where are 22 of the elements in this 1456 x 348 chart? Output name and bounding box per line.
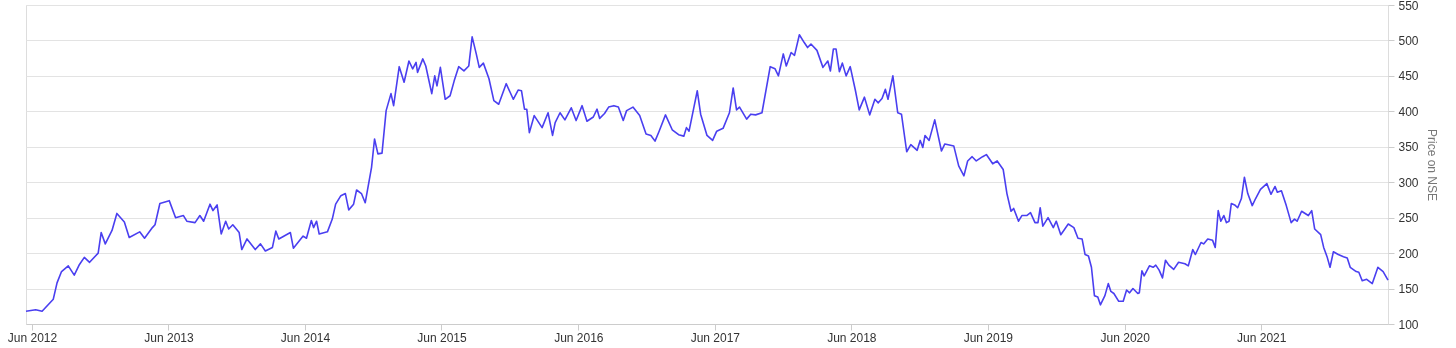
y-tick-label: 350 bbox=[1398, 140, 1419, 155]
x-tick-label: Jun 2020 bbox=[1100, 330, 1151, 345]
y-tick-label: 200 bbox=[1398, 246, 1419, 261]
x-tick-label: Jun 2012 bbox=[7, 330, 58, 345]
x-tick-label: Jun 2018 bbox=[827, 330, 877, 345]
y-tick-label: 550 bbox=[1398, 0, 1419, 13]
y-tick-label: 400 bbox=[1398, 104, 1419, 119]
y-tick-label: 150 bbox=[1398, 282, 1419, 297]
y-tick-label: 300 bbox=[1398, 175, 1419, 190]
x-tick-label: Jun 2016 bbox=[554, 330, 604, 345]
y-tick-label: 450 bbox=[1398, 69, 1419, 84]
x-tick-label: Jun 2021 bbox=[1237, 330, 1287, 345]
x-tick-label: Jun 2013 bbox=[144, 330, 194, 345]
line-series bbox=[25, 33, 1389, 313]
y-tick-label: 500 bbox=[1398, 33, 1419, 48]
y-tick-label: 100 bbox=[1398, 317, 1419, 332]
y-tick-label: 250 bbox=[1398, 211, 1419, 226]
x-tick-label: Jun 2017 bbox=[690, 330, 741, 345]
x-tick-label: Jun 2015 bbox=[417, 330, 467, 345]
x-tick-label: Jun 2014 bbox=[280, 330, 331, 345]
x-tick-label: Jun 2019 bbox=[963, 330, 1014, 345]
y-axis-title: Price on NSE bbox=[1424, 128, 1439, 202]
